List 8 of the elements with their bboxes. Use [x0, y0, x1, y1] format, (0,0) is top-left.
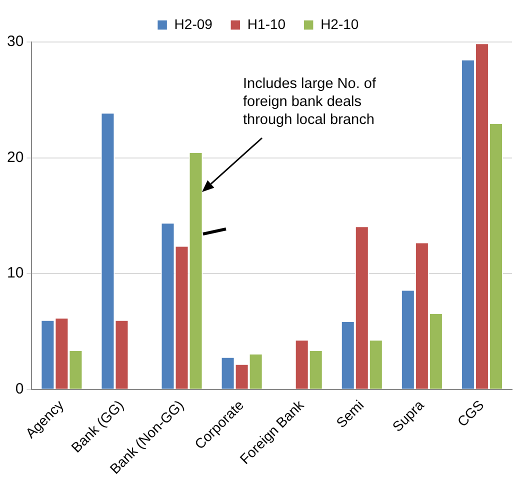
legend-label: H2-09 — [174, 16, 213, 32]
y-tick-label: 10 — [6, 264, 24, 282]
y-tick-label: 20 — [6, 148, 24, 166]
legend-label: H2-10 — [320, 16, 359, 32]
y-tick-label: 0 — [15, 380, 24, 398]
legend-label: H1-10 — [247, 16, 286, 32]
y-tick-label: 30 — [6, 33, 24, 50]
annotation: Includes large No. of foreign bank deals through local branch — [243, 75, 376, 129]
